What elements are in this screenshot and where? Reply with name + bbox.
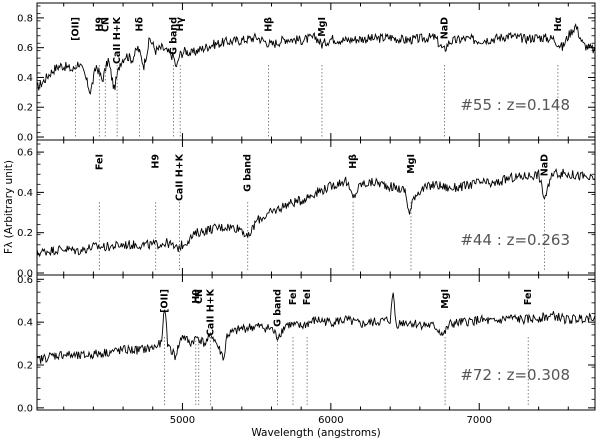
line-label: Hγ bbox=[175, 16, 186, 31]
y-tick-label: 0.2 bbox=[17, 103, 33, 114]
line-label: FeI bbox=[94, 154, 105, 170]
spectrum-line bbox=[36, 292, 596, 364]
line-label: NaD bbox=[540, 154, 551, 176]
y-tick-label: 0.8 bbox=[17, 13, 33, 24]
y-tick-label: 0.6 bbox=[17, 275, 33, 286]
line-label: [OII] bbox=[71, 17, 82, 41]
line-label: CN bbox=[100, 17, 111, 32]
line-label: CaII H+K bbox=[206, 288, 217, 336]
x-tick-label: 7000 bbox=[467, 415, 492, 426]
line-label: H9 bbox=[191, 289, 202, 304]
y-tick-label: 0.0 bbox=[17, 133, 33, 144]
line-label: MgI bbox=[406, 154, 417, 174]
panel-label: #44 : z=0.263 bbox=[460, 231, 570, 249]
spectrum-line bbox=[36, 168, 596, 258]
line-label: FeI bbox=[523, 289, 534, 305]
y-tick-label: 0.6 bbox=[17, 148, 33, 159]
line-label: Hβ bbox=[264, 17, 275, 32]
line-label: H9 bbox=[151, 154, 162, 169]
x-tick-label: 6000 bbox=[318, 415, 343, 426]
y-tick-label: 0.4 bbox=[17, 188, 33, 199]
y-tick-label: 0.4 bbox=[17, 73, 33, 84]
y-tick-label: 0.6 bbox=[17, 43, 33, 54]
panel-frame bbox=[36, 139, 596, 276]
panel-frame bbox=[36, 274, 596, 411]
y-tick-label: 0.2 bbox=[17, 361, 33, 372]
y-tick-label: 0.2 bbox=[17, 228, 33, 239]
line-label: G band bbox=[243, 154, 254, 192]
x-tick-label: 5000 bbox=[170, 415, 195, 426]
line-label: FeI bbox=[302, 289, 313, 305]
panel-label: #55 : z=0.148 bbox=[460, 96, 570, 114]
line-label: [OII] bbox=[160, 289, 171, 313]
y-tick-label: 0.0 bbox=[17, 268, 33, 279]
y-tick-label: 0.4 bbox=[17, 318, 33, 329]
line-label: MgI bbox=[317, 17, 328, 37]
y-tick-label: 0.0 bbox=[17, 403, 33, 414]
spectrum-line bbox=[36, 23, 596, 95]
line-label: H9 bbox=[94, 17, 105, 32]
line-label: NaD bbox=[439, 17, 450, 39]
y-axis-title: Fλ (Arbitrary unit) bbox=[3, 160, 15, 254]
spectrum-panel-2: 0.0 0.2 0.4 0.6 FeI H9 CaII H+K G band Hβ MgI NaD #… bbox=[17, 139, 596, 279]
line-label: MgI bbox=[440, 289, 451, 309]
line-label: Hδ bbox=[134, 17, 145, 32]
x-axis-title: Wavelength (angstroms) bbox=[251, 427, 380, 439]
line-label: CN bbox=[194, 289, 205, 304]
line-label: G band bbox=[272, 289, 283, 327]
line-label: Hβ bbox=[348, 154, 359, 169]
panel-label: #72 : z=0.308 bbox=[460, 366, 570, 384]
line-label: FeI bbox=[288, 289, 299, 305]
line-label: CaII H+K bbox=[112, 16, 123, 64]
line-label: G band bbox=[169, 17, 180, 55]
line-label: Hα bbox=[553, 17, 564, 32]
line-label: CaII H+K bbox=[174, 153, 185, 201]
